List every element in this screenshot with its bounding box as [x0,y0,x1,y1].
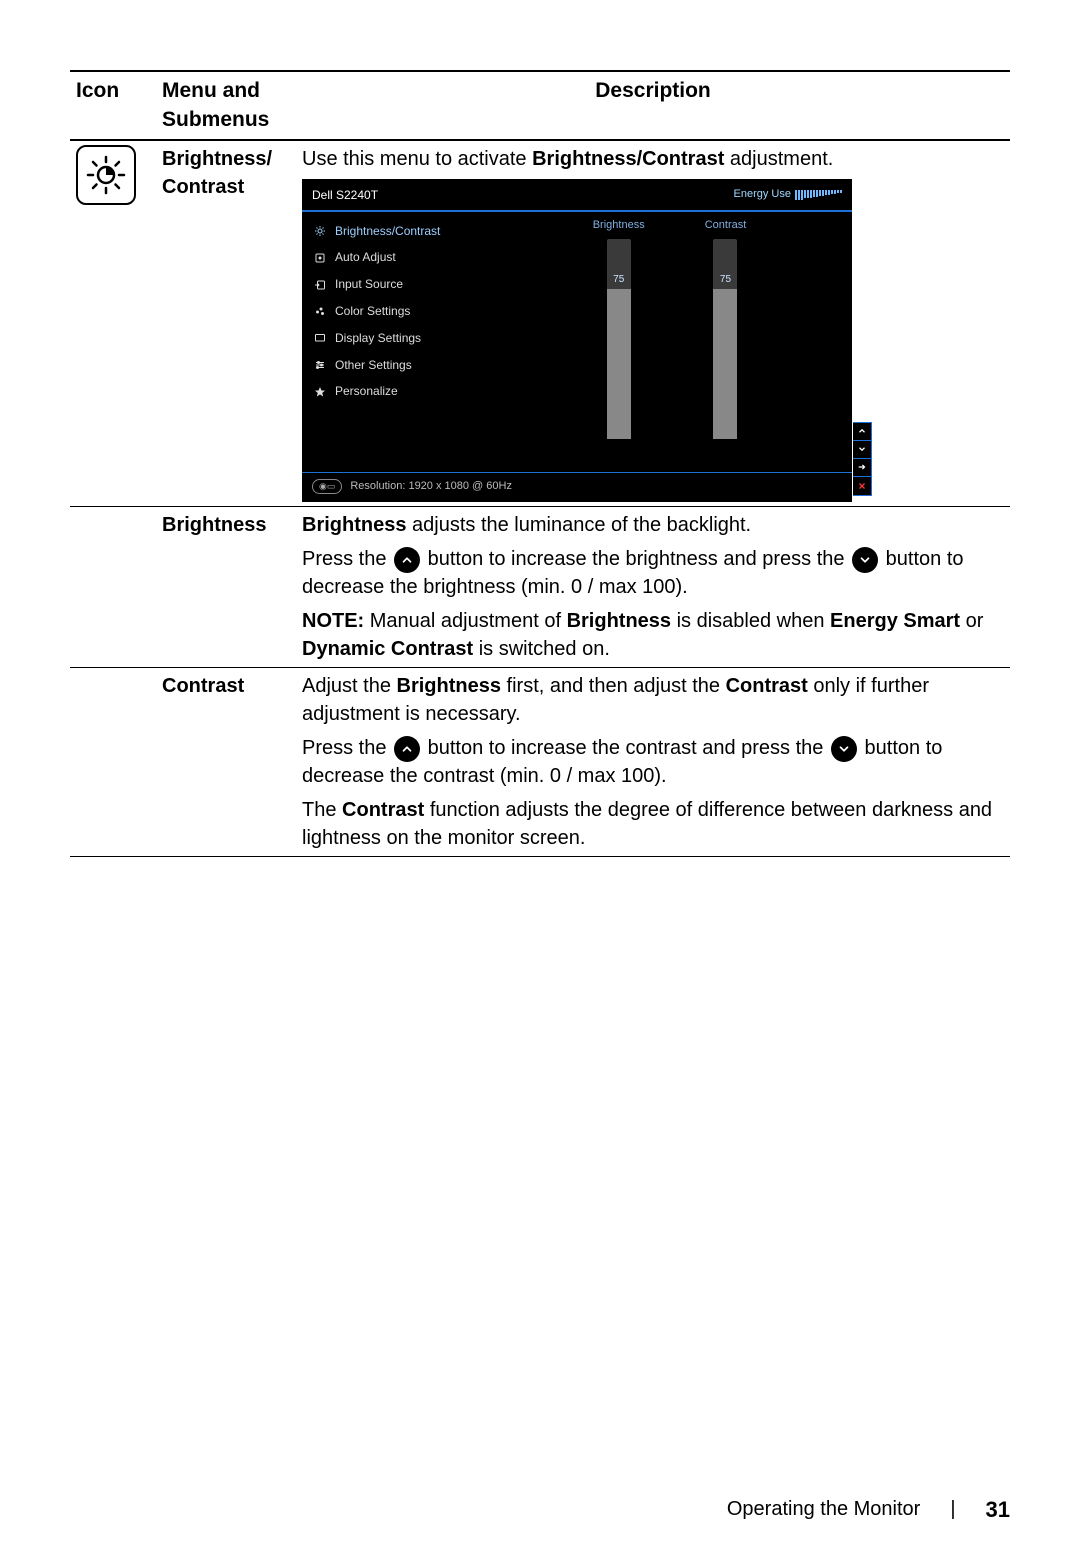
menu-brightness: Brightness [156,506,296,667]
r3p1a: Adjust the [302,675,397,697]
up-button-icon [394,736,420,762]
nb2: Energy Smart [830,610,960,632]
osd-menu-item: Brightness/Contrast [302,218,487,245]
footer-page: 31 [986,1497,1010,1523]
osd-side-right-icon [853,459,871,477]
r2p2b: button to increase the brightness and pr… [428,548,851,570]
desc-bc-bold: Brightness/Contrast [532,148,724,170]
footer-section: Operating the Monitor [727,1498,920,1521]
na: Manual adjustment of [364,610,566,632]
nd: or [960,610,983,632]
r2p1-rest: adjusts the luminance of the backlight. [406,514,751,536]
footer-divider: | [950,1498,955,1521]
col-desc: Description [296,71,1010,140]
menu-table: Icon Menu and Submenus Description [70,70,1010,857]
osd-menu-label: Color Settings [335,303,410,320]
osd-menu-label: Brightness/Contrast [335,223,440,240]
note-label: NOTE: [302,610,364,632]
sliders-icon [312,359,327,371]
brightness-slider-label: Brightness [593,218,645,233]
target-icon [312,252,327,264]
menu-brightness-contrast-l1: Brightness/ [162,148,272,170]
desc-bc-post: adjustment. [724,148,833,170]
brightness-slider: Brightness 75 [593,218,645,466]
osd-menu-label: Other Settings [335,357,412,374]
r3p3b: Contrast [342,799,424,821]
osd-model: Dell S2240T [312,187,378,204]
up-button-icon [394,547,420,573]
down-button-icon [831,736,857,762]
palette-icon [312,305,327,317]
osd-side-up-icon [853,423,871,441]
page-footer: Operating the Monitor | 31 [70,857,1010,1523]
r3p1c: first, and then adjust the [501,675,726,697]
nb3: Dynamic Contrast [302,638,473,660]
osd-menu-label: Display Settings [335,330,421,347]
menu-brightness-contrast-l2: Contrast [162,176,244,198]
osd-menu-label: Personalize [335,383,398,400]
contrast-fill [713,289,737,439]
r3p3a: The [302,799,342,821]
brightness-fill [607,289,631,439]
star-icon [312,386,327,398]
osd-menu-item: Personalize [302,378,487,405]
r3p2b: button to increase the contrast and pres… [428,737,829,759]
r3p1b1: Brightness [397,675,501,697]
col-icon: Icon [70,71,156,140]
osd-menu-item: Color Settings [302,298,487,325]
col-menu: Menu and Submenus [156,71,296,140]
osd-menu: Brightness/Contrast Auto Adjust Input Sour… [302,212,487,472]
energy-bars-icon [795,190,842,200]
osd-resolution: Resolution: 1920 x 1080 @ 60Hz [350,479,512,494]
brightness-contrast-icon [76,145,136,205]
osd-side-close-icon [853,477,871,495]
menu-contrast: Contrast [156,667,296,856]
ne: is switched on. [473,638,610,660]
nb1: Brightness [567,610,671,632]
osd-menu-label: Input Source [335,276,403,293]
contrast-slider: Contrast 75 [705,218,747,466]
display-icon [312,332,327,344]
resolution-pill-icon: ◉▭ [312,479,342,494]
sun-icon [312,225,327,237]
osd-menu-item: Other Settings [302,352,487,379]
r2p1-bold: Brightness [302,514,406,536]
brightness-value: 75 [613,273,624,287]
desc-bc-pre: Use this menu to activate [302,148,532,170]
down-button-icon [852,547,878,573]
osd-menu-item: Input Source [302,271,487,298]
osd-energy-label: Energy Use [734,187,791,202]
osd-menu-label: Auto Adjust [335,249,396,266]
contrast-value: 75 [720,273,731,287]
osd-side-buttons [853,422,872,496]
r3p2a: Press the [302,737,392,759]
osd-screenshot: Dell S2240T Energy Use Brightness/Contra… [302,179,852,502]
osd-side-down-icon [853,441,871,459]
nc: is disabled when [671,610,830,632]
r3p1b2: Contrast [726,675,808,697]
contrast-slider-label: Contrast [705,218,747,233]
r2p2a: Press the [302,548,392,570]
osd-menu-item: Display Settings [302,325,487,352]
input-icon [312,279,327,291]
osd-menu-item: Auto Adjust [302,244,487,271]
